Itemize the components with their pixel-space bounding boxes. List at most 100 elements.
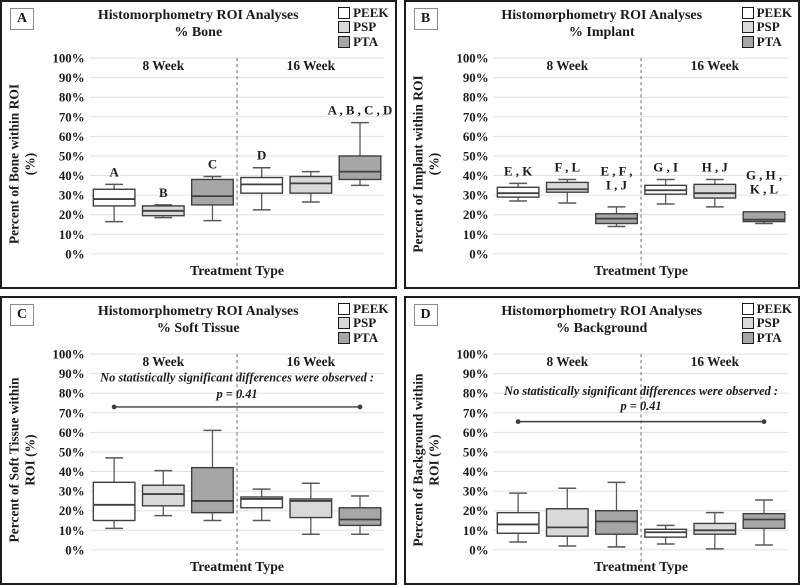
bracket-endpoint-dot (515, 419, 520, 425)
y-tick-label: 20% (462, 207, 488, 222)
y-tick-label: 90% (462, 70, 488, 85)
x-axis-title: Treatment Type (594, 560, 688, 575)
y-tick-label: 0% (469, 542, 488, 557)
significance-letter-label: E , K (503, 163, 531, 178)
y-tick-label: 90% (59, 366, 85, 381)
legend-item-peek: PEEK (338, 5, 389, 20)
p-value-text: p = 0.41 (216, 387, 258, 401)
group-label-16week: 16 Week (287, 58, 336, 73)
y-axis-title: Percent of Soft Tissue within ROI (%) (2, 339, 42, 580)
box-peek (92, 188, 136, 207)
y-tick-label: 40% (59, 464, 85, 479)
chart-title-block: Histomorphometry ROI Analyses % Implant (406, 7, 799, 41)
significance-letter-label: G , I (653, 160, 678, 175)
box-psp (692, 522, 736, 536)
y-tick-label: 70% (462, 405, 488, 420)
y-tick-label: 80% (462, 90, 488, 105)
y-axis-title-line2: ROI (%) (22, 433, 37, 486)
y-tick-label: 70% (59, 109, 85, 124)
significance-letter-label: F , L (554, 160, 580, 175)
psp-swatch-icon (741, 21, 754, 34)
psp-swatch-icon (741, 317, 754, 330)
y-axis-title-line2: ROI (%) (425, 433, 441, 486)
legend-item-pta: PTA (338, 329, 388, 345)
box-pta (338, 507, 382, 527)
box-peek (643, 528, 687, 539)
y-tick-label: 80% (59, 386, 85, 401)
box-pta (742, 513, 785, 530)
box-plot-canvas: 0% 10% 20% 30% 40% 50% 60% 70% 80% 90% 100% 8 Week 1… (52, 347, 385, 575)
y-tick-label: 100% (456, 51, 488, 66)
x-axis-title: Treatment Type (190, 264, 284, 279)
chart-title-block: Histomorphometry ROI Analyses % Bone (2, 7, 395, 41)
legend-item-psp: PSP (338, 19, 388, 35)
legend-label: PTA (353, 329, 379, 345)
legend: PEEK PSP PTA (338, 301, 389, 345)
significance-letter-label: D (257, 148, 266, 163)
box-pta (594, 510, 638, 536)
y-tick-label: 0% (65, 246, 84, 261)
panel-a: A Histomorphometry ROI Analyses % Bone P… (0, 0, 397, 289)
legend-label: PTA (756, 329, 782, 345)
y-tick-label: 50% (59, 445, 85, 460)
legend-label: PTA (353, 33, 379, 49)
legend-label: PSP (756, 19, 780, 35)
legend-item-peek: PEEK (741, 5, 792, 20)
group-label-16week: 16 Week (287, 354, 336, 369)
chart-subtitle: % Background (556, 321, 648, 337)
box-psp (289, 175, 333, 195)
y-axis-title-line1: Percent of Background within (409, 373, 425, 547)
y-tick-label: 100% (456, 347, 488, 362)
group-label-8week: 8 Week (142, 354, 184, 369)
plot-area: Percent of Bone within ROI (%) 0% 10% 20% 30… (2, 43, 395, 284)
y-tick-label: 90% (462, 366, 488, 381)
peek-swatch-icon (741, 7, 754, 20)
y-tick-label: 60% (59, 425, 85, 440)
legend-item-peek: PEEK (741, 301, 792, 316)
y-tick-label: 20% (59, 503, 85, 518)
box-peek (92, 481, 136, 522)
box-psp (545, 181, 589, 194)
y-tick-label: 70% (462, 109, 488, 124)
legend: PEEK PSP PTA (741, 5, 792, 49)
box-psp (141, 484, 185, 507)
box-peek (240, 176, 284, 195)
legend-label: PEEK (756, 5, 792, 20)
legend-item-pta: PTA (741, 33, 792, 49)
y-tick-label: 40% (462, 168, 488, 183)
peek-swatch-icon (338, 7, 351, 20)
x-axis-title: Treatment Type (594, 264, 688, 279)
box-plot-canvas: 0% 10% 20% 30% 40% 50% 60% 70% 80% 90% 100% 8 Week 1… (456, 347, 789, 575)
legend-item-psp: PSP (741, 315, 792, 330)
significance-letter-label: A (109, 164, 119, 179)
y-axis-title-line2: (%) (22, 152, 37, 175)
legend-label: PSP (353, 19, 377, 35)
legend-item-pta: PTA (338, 33, 388, 49)
panel-d: D Histomorphometry ROI Analyses % Backgr… (403, 296, 800, 585)
peek-swatch-icon (338, 303, 351, 316)
plot-area: Percent of Soft Tissue within ROI (%) 0% 1… (2, 339, 395, 580)
legend-label: PEEK (353, 5, 389, 20)
y-tick-label: 30% (462, 188, 488, 203)
peek-swatch-icon (741, 303, 754, 316)
group-label-16week: 16 Week (690, 58, 739, 73)
psp-swatch-icon (338, 317, 351, 330)
box-psp (545, 508, 589, 538)
pta-swatch-icon (338, 331, 351, 344)
significance-letter-label: A , B , C , D (328, 103, 393, 118)
y-tick-label: 100% (52, 347, 84, 362)
legend-label: PTA (756, 33, 782, 49)
panel-b: B Histomorphometry ROI Analyses % Implan… (403, 0, 800, 289)
y-tick-label: 80% (59, 90, 85, 105)
box-peek (496, 512, 540, 535)
group-label-8week: 8 Week (546, 354, 588, 369)
psp-swatch-icon (338, 21, 351, 34)
y-tick-label: 20% (59, 207, 85, 222)
y-tick-label: 10% (59, 227, 85, 242)
legend-label: PEEK (756, 301, 792, 316)
significance-text: No statistically significant differences… (99, 371, 374, 385)
significance-text: No statistically significant differences… (503, 384, 778, 398)
y-axis-title: Percent of Background within ROI (%) (406, 339, 446, 580)
group-label-8week: 8 Week (546, 58, 588, 73)
